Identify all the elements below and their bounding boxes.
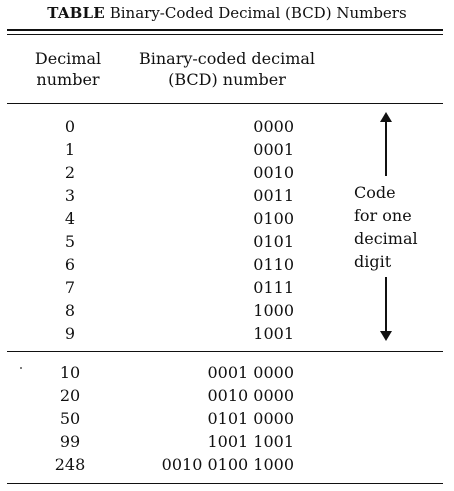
decimal-cell: 8 — [64, 301, 76, 320]
bcd-cell: 0100 — [253, 209, 294, 228]
arrow-down-shaft — [385, 277, 387, 332]
arrow-up-shaft — [385, 121, 387, 176]
table-row: 2 0010 — [0, 162, 454, 184]
header-bcd-number: Binary-coded decimal (BCD) number — [127, 48, 327, 90]
decimal-cell: 99 — [59, 432, 81, 451]
bcd-cell: 0110 — [253, 255, 294, 274]
arrow-down-icon — [380, 331, 392, 341]
bcd-cell: 1001 1001 — [207, 432, 294, 451]
header-bcd-line-2: (BCD) number — [168, 70, 286, 89]
table-row: 3 0011 — [0, 185, 454, 207]
decimal-cell: 6 — [64, 255, 76, 274]
table-row: 99 1001 1001 — [0, 431, 454, 453]
bcd-cell: 0111 — [253, 278, 294, 297]
table-row: 50 0101 0000 — [0, 408, 454, 430]
bcd-cell: 0010 — [253, 163, 294, 182]
table-row: 1 0001 — [0, 139, 454, 161]
annotation-line-2: for one — [354, 206, 412, 225]
decimal-cell: 1 — [64, 140, 76, 159]
arrow-up-icon — [380, 112, 392, 122]
bcd-cell: 0011 — [253, 186, 294, 205]
table-caption: TABLE Binary-Coded Decimal (BCD) Numbers — [0, 4, 454, 22]
table-row: 6 0110 — [0, 254, 454, 276]
caption-label: TABLE — [47, 4, 105, 22]
annotation-line-3: decimal — [354, 229, 418, 248]
decimal-cell: 20 — [59, 386, 81, 405]
header-rule — [7, 103, 443, 104]
header-bcd-line-1: Binary-coded decimal — [138, 49, 316, 68]
bcd-cell: 0010 0000 — [207, 386, 294, 405]
header-decimal-line-1: Decimal — [34, 49, 102, 68]
table-row: 9 1001 — [0, 323, 454, 345]
annotation-line-4: digit — [354, 252, 392, 271]
table-row: 5 0101 — [0, 231, 454, 253]
header-decimal-number: Decimal number — [12, 48, 124, 90]
decimal-cell: 50 — [59, 409, 81, 428]
bcd-cell: 0001 0000 — [207, 363, 294, 382]
annotation-line-1: Code — [354, 183, 396, 202]
bcd-cell: 1000 — [253, 301, 294, 320]
decimal-cell: 0 — [64, 117, 76, 136]
print-speck — [20, 367, 22, 369]
decimal-cell: 7 — [64, 278, 76, 297]
bcd-cell: 1001 — [253, 324, 294, 343]
bcd-cell: 0001 — [253, 140, 294, 159]
table-row: 10 0001 0000 — [0, 362, 454, 384]
decimal-cell: 248 — [54, 455, 86, 474]
table-row: 0 0000 — [0, 116, 454, 138]
bcd-cell: 0101 0000 — [207, 409, 294, 428]
table-row: 20 0010 0000 — [0, 385, 454, 407]
table-row: 4 0100 — [0, 208, 454, 230]
caption-title: Binary-Coded Decimal (BCD) Numbers — [109, 4, 407, 22]
decimal-cell: 10 — [59, 363, 81, 382]
section-rule — [7, 351, 443, 352]
table-row: 248 0010 0100 1000 — [0, 454, 454, 476]
bcd-cell: 0101 — [253, 232, 294, 251]
decimal-cell: 4 — [64, 209, 76, 228]
code-annotation: Code for one decimal digit — [354, 181, 418, 273]
decimal-cell: 2 — [64, 163, 76, 182]
table-row: 7 0111 — [0, 277, 454, 299]
decimal-cell: 5 — [64, 232, 76, 251]
bcd-cell: 0010 0100 1000 — [161, 455, 294, 474]
decimal-cell: 9 — [64, 324, 76, 343]
table-row: 8 1000 — [0, 300, 454, 322]
header-decimal-line-2: number — [36, 70, 100, 89]
decimal-cell: 3 — [64, 186, 76, 205]
top-rule-outer — [7, 29, 443, 31]
bcd-cell: 0000 — [253, 117, 294, 136]
top-rule-inner — [7, 34, 443, 35]
bottom-rule — [7, 483, 443, 484]
